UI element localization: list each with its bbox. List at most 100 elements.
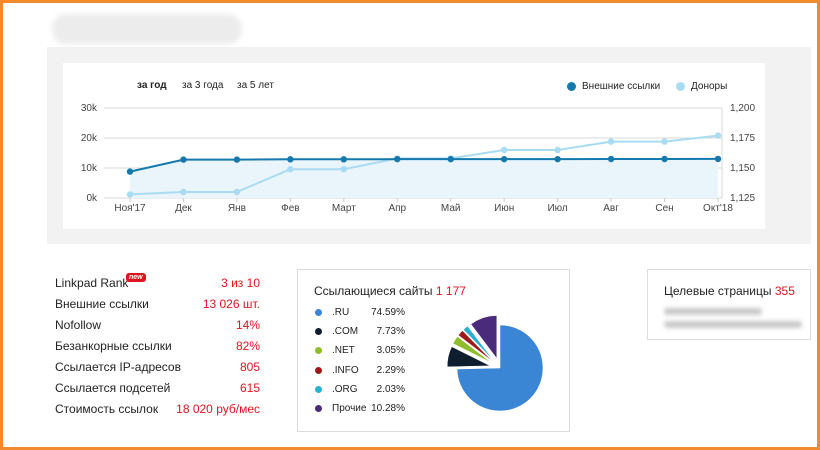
data-point-external-links: [340, 156, 348, 163]
stat-label: Ссылается подсетей: [55, 381, 171, 395]
stat-row: Ссылается IP-адресов 805: [55, 360, 260, 378]
chart-axes: 0k 10k 20k 30k 1,125 1,150 1,175 1,200 Ноя'17 Дек…: [81, 103, 756, 214]
legend-label-donors: Доноры: [691, 81, 728, 92]
stat-label: Стоимость ссылок: [55, 402, 159, 416]
chart-series: [126, 132, 722, 198]
blurred-link[interactable]: [664, 321, 802, 328]
series-area-external-links: [130, 158, 718, 198]
domain-percent: 2.03%: [376, 383, 405, 395]
stat-value: 18 020 руб/мес: [176, 402, 260, 416]
domain-pie-chart: [447, 315, 544, 412]
legend-label-external-links: Внешние ссылки: [582, 81, 661, 92]
data-point-external-links: [233, 156, 241, 163]
domain-name: .COM: [332, 326, 359, 338]
data-point-external-links: [180, 156, 187, 163]
data-point-external-links: [714, 155, 722, 163]
stat-row: Безанкорные ссылки 82%: [55, 339, 260, 357]
target-pages-count: 355: [774, 284, 795, 298]
x-tick-label: Сен: [655, 203, 673, 214]
tab-period-year[interactable]: за год: [137, 80, 167, 91]
x-tick-label: Май: [441, 203, 461, 214]
pie-slice: [456, 324, 544, 412]
referring-sites-card: Ссылающиеся сайты 1 177 .RU 74.59% .COM 7.7…: [297, 269, 570, 432]
pie-slice: [452, 336, 492, 363]
domain-dot: [315, 347, 322, 355]
chart-area: [130, 158, 718, 198]
stat-label: Внешние ссылки: [55, 297, 149, 311]
pie-slice: [447, 346, 491, 368]
stat-value: 3 из 10: [221, 276, 260, 290]
data-point-external-links: [607, 155, 615, 163]
stat-label: Ссылается IP-адресов: [55, 360, 181, 374]
y-right-tick-label: 1,175: [730, 133, 755, 144]
domain-row: .NET 3.05%: [315, 345, 455, 359]
blurred-site-title: [52, 14, 242, 44]
domain-row: .COM 7.73%: [315, 326, 455, 340]
referring-sites-count: 1 177: [435, 284, 466, 298]
stat-row: Ссылается подсетей 615: [55, 381, 260, 399]
stat-label: Linkpad Rank: [55, 276, 129, 290]
x-tick-label: Фев: [281, 203, 299, 214]
data-point-donors: [500, 146, 508, 154]
x-tick-label: Июл: [547, 203, 567, 214]
stat-value: 805: [239, 360, 260, 374]
chart-card: [63, 63, 765, 229]
x-tick-label: Авг: [603, 203, 619, 214]
domain-name: Прочие: [332, 403, 367, 414]
x-tick-label: Июн: [494, 203, 514, 214]
data-point-donors: [714, 132, 722, 139]
legend-dot-donors: [676, 82, 685, 91]
domain-row: .ORG 2.03%: [315, 384, 455, 398]
data-point-external-links: [500, 155, 508, 163]
referring-sites-title-text: Ссылающиеся сайты: [314, 284, 433, 298]
blurred-link[interactable]: [664, 308, 762, 315]
referring-sites-title: Ссылающиеся сайты 1 177: [314, 284, 466, 298]
data-point-external-links: [447, 155, 454, 163]
domain-dot: [315, 385, 322, 393]
data-point-donors: [554, 146, 561, 154]
pie-slice: [458, 330, 493, 362]
x-tick-label: Апр: [388, 203, 406, 214]
stat-value: 82%: [235, 339, 260, 353]
y-left-tick-label: 20k: [81, 133, 98, 144]
domain-name: .RU: [332, 307, 350, 318]
data-point-donors: [126, 191, 134, 198]
stat-label: Nofollow: [55, 318, 102, 332]
x-tick-label: Март: [332, 203, 356, 214]
tab-period-3-years[interactable]: за 3 года: [182, 80, 224, 91]
x-tick-label: Окт'18: [703, 203, 733, 214]
domain-percent: 10.28%: [371, 403, 405, 414]
domain-dot: [315, 309, 322, 316]
data-point-donors: [607, 138, 615, 145]
data-point-external-links: [287, 156, 294, 163]
data-point-external-links: [661, 155, 668, 163]
legend-dot-external-links: [567, 82, 576, 91]
domain-percent: 3.05%: [376, 345, 405, 357]
domain-row: .INFO 2.29%: [315, 365, 455, 379]
data-point-external-links: [554, 155, 561, 163]
stat-label: Безанкорные ссылки: [55, 339, 172, 353]
y-right-tick-label: 1,200: [730, 103, 755, 114]
domain-dot: [315, 405, 322, 412]
chart-panel: [47, 47, 811, 244]
new-badge: new: [126, 273, 146, 282]
domain-name: .INFO: [332, 364, 359, 376]
x-tick-label: Янв: [228, 203, 246, 214]
target-pages-card: Целевые страницы 355: [647, 269, 811, 340]
domain-percent: 74.59%: [371, 307, 405, 318]
domain-percent: 7.73%: [376, 326, 405, 338]
domain-dot: [315, 366, 322, 374]
data-point-donors: [180, 188, 187, 196]
tab-period-5-years[interactable]: за 5 лет: [237, 80, 274, 91]
domain-name: .ORG: [332, 383, 358, 395]
x-tick-label: Дек: [175, 203, 192, 214]
stat-row: Nofollow 14%: [55, 318, 260, 336]
stat-value: 14%: [235, 318, 260, 332]
series-line-external-links: [129, 157, 719, 173]
data-point-external-links: [126, 168, 134, 175]
data-point-external-links: [394, 155, 401, 163]
domain-row: Прочие 10.28%: [315, 403, 455, 417]
y-right-tick-label: 1,150: [730, 163, 755, 174]
stat-row: Внешние ссылки 13 026 шт.: [55, 297, 260, 315]
